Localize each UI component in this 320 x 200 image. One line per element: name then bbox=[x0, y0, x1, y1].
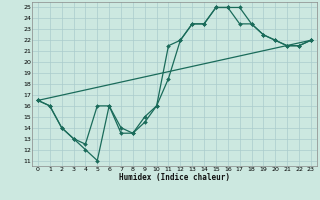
X-axis label: Humidex (Indice chaleur): Humidex (Indice chaleur) bbox=[119, 173, 230, 182]
